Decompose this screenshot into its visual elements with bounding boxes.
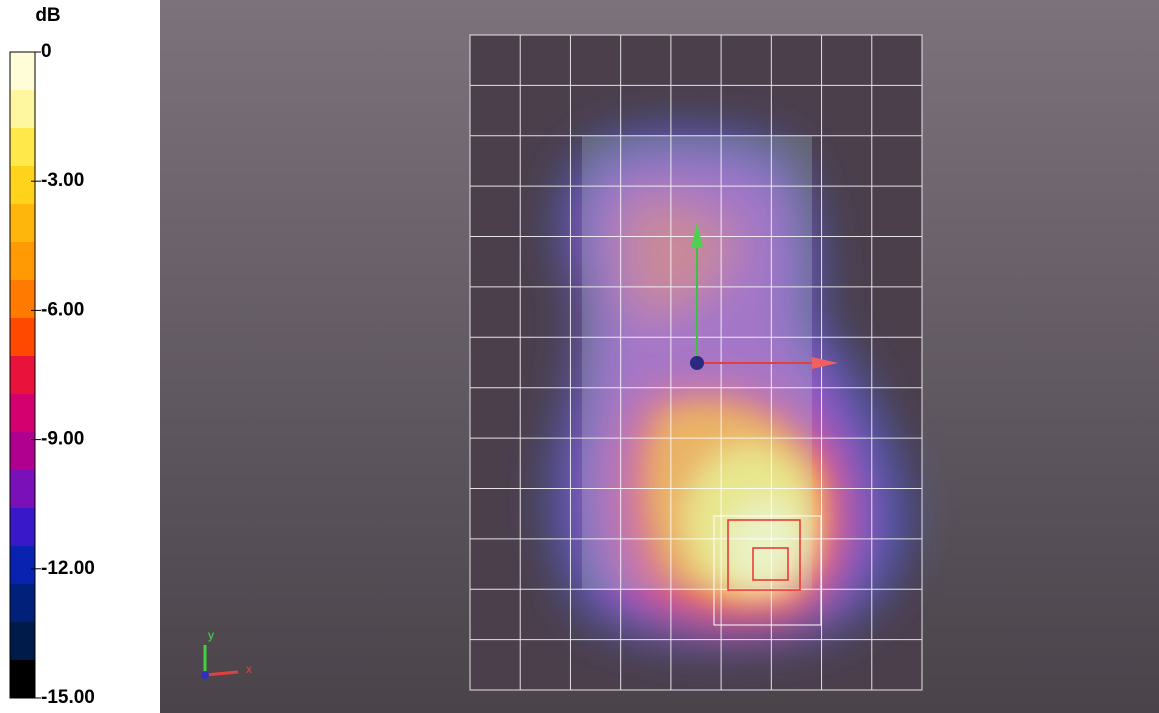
- peak-box: [752, 547, 789, 581]
- color-band: [10, 280, 35, 319]
- origin: [690, 356, 704, 370]
- grid-border: [469, 34, 923, 691]
- colorbar-title: dB: [35, 5, 60, 26]
- x-arrow-head: [812, 357, 838, 369]
- color-band: [10, 356, 35, 395]
- color-band: [10, 204, 35, 243]
- color-band: [10, 52, 35, 91]
- colorbar-border: [9, 51, 36, 699]
- colorbar-tick-label: -3.00: [41, 170, 84, 191]
- triad-x-label: x: [246, 662, 252, 676]
- color-band: [10, 622, 35, 661]
- colorbar: dB 0 -3.00 -6.00 -9.00 -12.00 -15.00: [9, 5, 95, 708]
- color-band: [10, 318, 35, 357]
- colorbar-tick-label: -12.00: [41, 558, 95, 579]
- triad-y-label: y: [208, 628, 214, 642]
- color-band: [10, 470, 35, 509]
- viewport: y x: [160, 0, 1159, 713]
- y-arrow-head: [691, 222, 703, 248]
- color-band: [10, 166, 35, 205]
- colorbar-tick-label: -15.00: [41, 687, 95, 708]
- color-band: [10, 432, 35, 471]
- colorbar-tick-label: -9.00: [41, 429, 84, 450]
- grid: [469, 34, 923, 691]
- zoom-box: [713, 515, 822, 626]
- triad-origin: [201, 671, 209, 679]
- color-band: [10, 90, 35, 129]
- color-band: [10, 660, 35, 699]
- colorbar-tick-label: -6.00: [41, 299, 84, 320]
- color-band: [10, 546, 35, 585]
- zoom-scan: [727, 519, 801, 591]
- colorbar-tick-label: 0: [41, 41, 52, 62]
- color-band: [10, 584, 35, 623]
- color-band: [10, 508, 35, 547]
- color-band: [10, 242, 35, 281]
- color-band: [10, 128, 35, 167]
- color-band: [10, 394, 35, 433]
- triad-x: [204, 670, 239, 677]
